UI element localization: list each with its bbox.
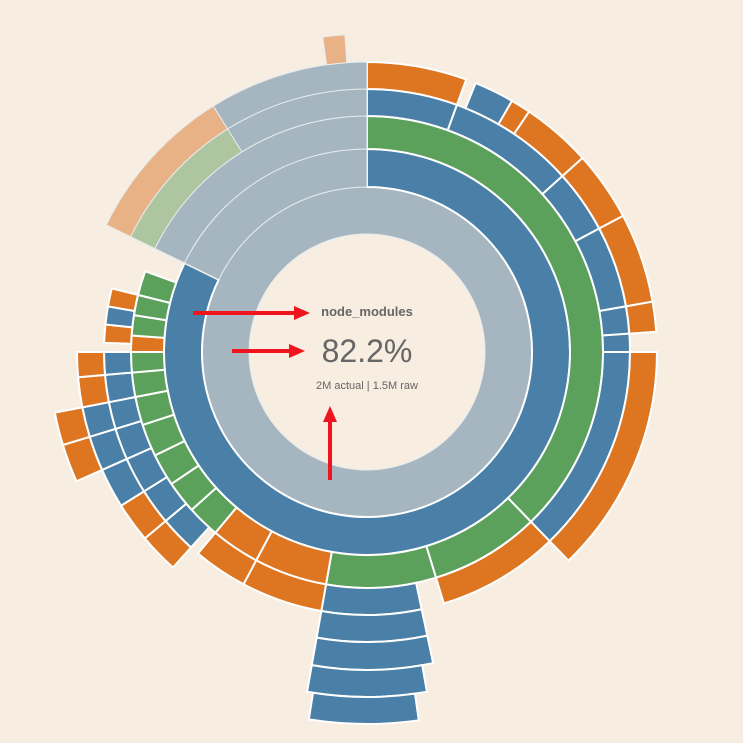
sunburst-segment[interactable] <box>102 351 133 377</box>
sunburst-segment[interactable] <box>434 520 552 605</box>
sunburst-segment[interactable] <box>103 371 137 404</box>
sunburst-segment[interactable] <box>548 351 659 563</box>
sunburst-segment[interactable] <box>75 351 107 379</box>
sunburst-segment[interactable] <box>106 287 140 313</box>
sunburst-segment[interactable] <box>624 300 658 335</box>
sunburst-segment[interactable] <box>601 332 632 353</box>
sunburst-segment[interactable] <box>196 531 258 586</box>
sunburst-segment[interactable] <box>307 691 420 725</box>
sunburst-segment[interactable] <box>320 581 423 616</box>
sunburst-segment[interactable] <box>53 406 91 447</box>
sunburst-segment[interactable] <box>315 608 429 643</box>
sunburst-segment[interactable] <box>322 34 348 66</box>
sunburst-segment[interactable] <box>305 664 429 699</box>
center-size-text: 2M actual | 1.5M raw <box>316 380 418 392</box>
sunburst-segment[interactable] <box>77 373 111 409</box>
sunburst-segment[interactable] <box>129 351 166 374</box>
center-percent: 82.2% <box>321 333 413 369</box>
center-segment-name: node_modules <box>321 304 413 319</box>
sunburst-segment[interactable] <box>598 305 631 337</box>
sunburst-segment[interactable] <box>136 270 178 305</box>
sunburst-segment[interactable] <box>212 61 368 130</box>
sunburst-segment[interactable] <box>366 60 468 107</box>
